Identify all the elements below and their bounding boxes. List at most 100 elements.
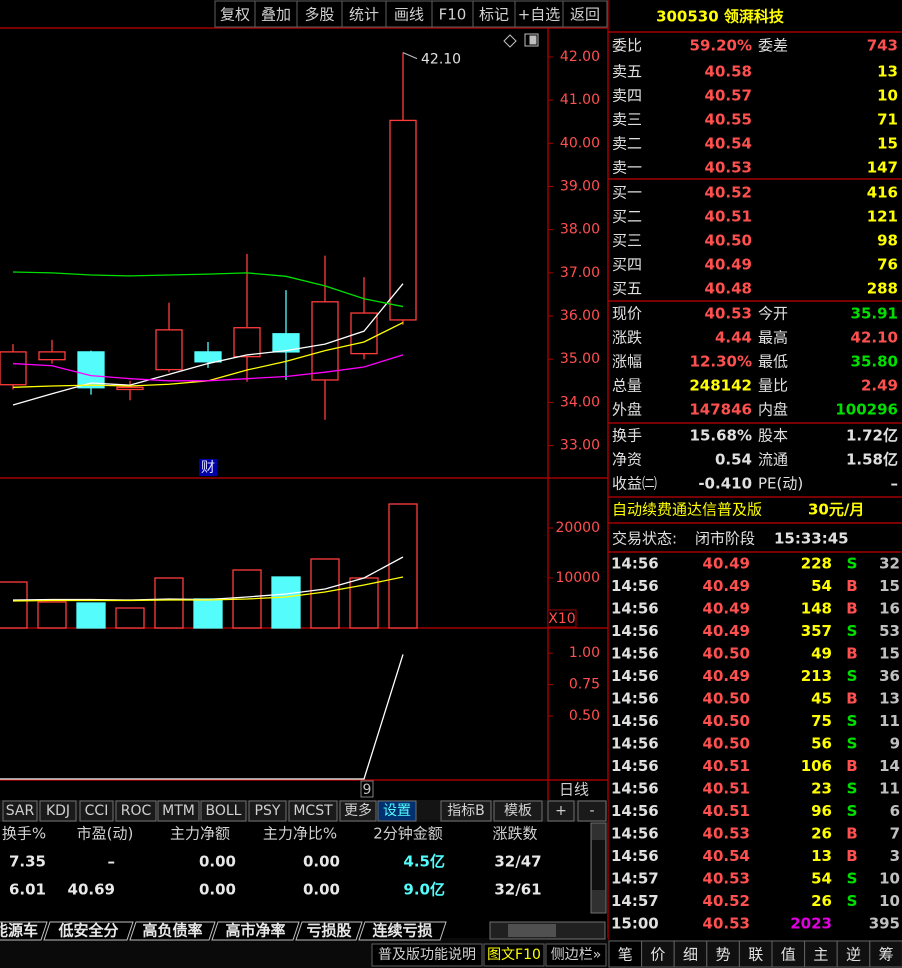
block-tab-label[interactable]: 高市净率 [225, 922, 285, 940]
indicator-tab[interactable] [288, 800, 338, 822]
status-button[interactable] [371, 943, 483, 967]
stat-label: 涨跌 [612, 329, 642, 347]
indicator-tab[interactable] [2, 800, 38, 822]
block-tab-label[interactable]: 连续亏损 [372, 922, 432, 940]
table-header[interactable]: 换手% [2, 825, 46, 843]
event-marker-bg [199, 459, 217, 476]
scale-box [547, 609, 577, 628]
toolbar-label[interactable]: 复权 [220, 6, 250, 24]
table-header[interactable]: 主力净比% [263, 825, 337, 843]
tick-time: 14:56 [611, 622, 659, 640]
block-tab[interactable] [295, 921, 363, 941]
toolbar-button[interactable] [562, 0, 608, 28]
toolbar-button[interactable] [431, 0, 474, 28]
ad-text[interactable]: 自动续费通达信普及版 [612, 501, 762, 519]
block-tab[interactable] [0, 921, 48, 941]
indicator-tab-label[interactable]: - [589, 803, 594, 819]
indicator-tab[interactable] [377, 800, 417, 822]
block-tab[interactable] [129, 921, 216, 941]
indicator-tab[interactable] [493, 800, 543, 822]
block-tab[interactable] [43, 921, 134, 941]
toolbar-button[interactable] [296, 0, 343, 28]
toolbar-label[interactable]: 画线 [394, 6, 424, 24]
candle-body [233, 327, 261, 358]
indicator-tab-label[interactable]: ROC [121, 803, 152, 819]
toolbar-button[interactable] [385, 0, 433, 28]
ad-price[interactable]: 30元/月 [808, 501, 864, 519]
indicator-tab-label[interactable]: KDJ [46, 803, 70, 819]
indicator-tab[interactable] [440, 800, 492, 822]
side-tab[interactable] [673, 940, 708, 968]
toolbar-label[interactable]: F10 [439, 6, 467, 24]
indicator-tab-label[interactable]: 模板 [504, 803, 532, 819]
status-button[interactable] [545, 943, 607, 967]
indicator-tab[interactable] [39, 800, 77, 822]
side-tab-label[interactable]: 势 [716, 946, 731, 964]
tick-price: 40.53 [703, 915, 750, 933]
tick-count: 53 [879, 622, 900, 640]
status-label[interactable]: 图文F10 [487, 947, 541, 963]
toolbar-label[interactable]: +自选 [518, 6, 561, 24]
toolbar-button[interactable] [341, 0, 387, 28]
status-label[interactable]: 侧边栏» [551, 947, 602, 963]
indicator-tab-label[interactable]: PSY [255, 803, 281, 819]
indicator-tab[interactable] [577, 800, 607, 822]
toolbar-label[interactable]: 叠加 [261, 6, 291, 24]
indicator-tab[interactable] [547, 800, 575, 822]
indicator-tab-label[interactable]: 指标B [447, 803, 485, 819]
side-tab-label[interactable]: 联 [748, 946, 763, 964]
block-tab-label[interactable]: 亏损股 [306, 922, 352, 940]
side-tab-label[interactable]: 主 [813, 946, 828, 964]
toolbar-label[interactable]: 多股 [304, 6, 334, 24]
table-header[interactable]: 主力净额 [170, 825, 230, 843]
indicator-tab-label[interactable]: MTM [162, 803, 195, 819]
indicator-tab-label[interactable]: SAR [6, 803, 35, 819]
tab-scroll-thumb[interactable] [508, 924, 556, 937]
event-marker[interactable]: 财 [201, 460, 215, 476]
indicator-tab-label[interactable]: MCST [293, 803, 333, 819]
y-tick-label: 34.00 [560, 394, 600, 410]
indicator-tab-label[interactable]: CCI [85, 803, 109, 819]
order-level: 卖一 [612, 159, 642, 177]
toolbar-label[interactable]: 统计 [349, 6, 379, 24]
block-tab-label[interactable]: 低安全分 [57, 922, 118, 940]
block-tab-label[interactable]: 高负债率 [142, 922, 202, 940]
side-tab-label[interactable]: 笔 [618, 946, 633, 964]
scrollbar-thumb[interactable] [592, 840, 605, 890]
order-volume: 288 [867, 280, 898, 298]
toolbar-label[interactable]: 标记 [479, 6, 509, 24]
side-tab-label[interactable]: 逆 [846, 946, 861, 964]
side-tab-label[interactable]: 细 [683, 946, 698, 964]
tick-count: 16 [879, 600, 900, 618]
indicator-tab-label[interactable]: 更多 [344, 802, 372, 819]
status-button[interactable] [483, 943, 545, 967]
table-header[interactable]: 涨跌数 [492, 825, 537, 843]
indicator-tab-label[interactable]: + [555, 803, 567, 819]
indicator-tab[interactable] [339, 800, 377, 822]
indicator-tab[interactable] [248, 800, 287, 822]
toolbar-button[interactable] [214, 0, 256, 28]
period-label[interactable]: 日线 [559, 781, 589, 799]
side-tab[interactable] [706, 940, 740, 968]
side-tab[interactable] [869, 940, 902, 968]
table-header[interactable]: 2分钟金额 [373, 825, 443, 843]
chart-icons[interactable] [503, 33, 539, 48]
side-tab-label[interactable]: 筹 [879, 946, 894, 964]
block-tab[interactable] [211, 921, 300, 941]
indicator-tab[interactable] [200, 800, 247, 822]
block-tab[interactable] [358, 921, 447, 941]
side-tab[interactable] [641, 940, 675, 968]
indicator-tab-label[interactable]: BOLL [206, 803, 242, 819]
toolbar-button[interactable] [514, 0, 564, 28]
row-value: 743 [867, 37, 898, 55]
indicator-tab[interactable] [115, 800, 157, 822]
status-label[interactable]: 普及版功能说明 [378, 947, 476, 963]
block-tab-label[interactable]: 能源车 [0, 922, 38, 940]
toolbar-label[interactable]: 返回 [570, 6, 600, 24]
table-header[interactable]: 市盈(动) [77, 825, 134, 843]
side-tab-label[interactable]: 价 [650, 946, 665, 964]
indicator-tab-label[interactable]: 设置 [383, 803, 411, 819]
indicator-tab[interactable] [79, 800, 114, 822]
side-tab-label[interactable]: 值 [781, 946, 796, 964]
indicator-tab[interactable] [157, 800, 200, 822]
